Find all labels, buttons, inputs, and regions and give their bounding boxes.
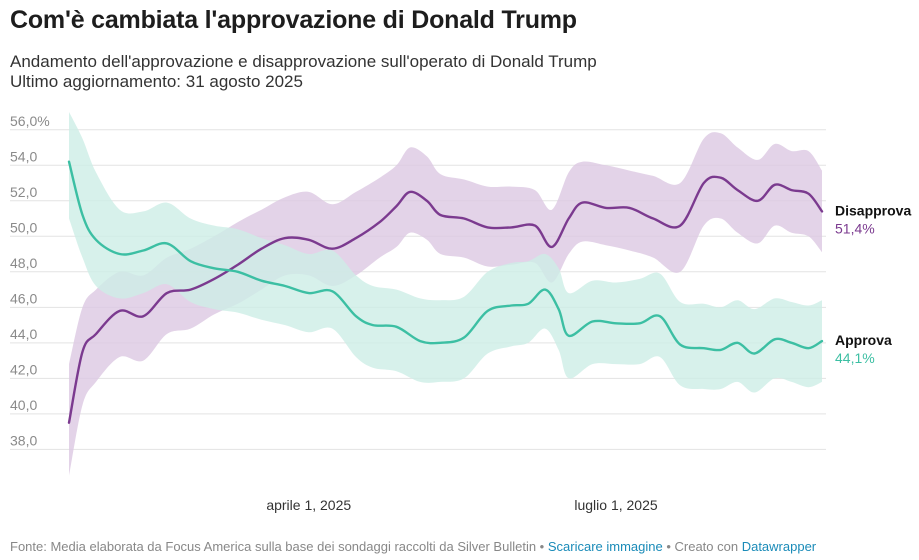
y-tick-label: 52,0 [10,184,37,200]
y-tick-label: 54,0 [10,148,37,164]
subtitle-description: Andamento dell'approvazione e disapprova… [10,52,597,71]
line-chart: 38,0 40,0 42,0 44,0 46,0 48,0 50,0 52,0 54,0 56,0… [10,112,911,513]
x-tick-label: aprile 1, 2025 [266,497,351,513]
approve-series-label: Approva [835,332,892,348]
footer-source: Fonte: Media elaborata da Focus America … [10,539,548,554]
disapprove-end-value: 51,4% [835,220,875,236]
datawrapper-link[interactable]: Datawrapper [741,539,817,554]
disapprove-uncertainty-band [69,132,822,476]
disapprove-series-label: Disapprova [835,202,911,218]
approve-end-value: 44,1% [835,350,875,366]
y-tick-label: 50,0 [10,219,37,235]
y-tick-label: 46,0 [10,290,37,306]
footer-created-with: • Creato con [662,539,742,554]
y-tick-label: 48,0 [10,255,37,271]
approve-line [67,160,824,355]
y-tick-label: 42,0 [10,361,37,377]
y-tick-label: 40,0 [10,397,37,413]
subtitle-last-update: Ultimo aggiornamento: 31 agosto 2025 [10,72,303,91]
chart-title: Com'è cambiata l'approvazione di Donald … [10,6,577,34]
download-image-link[interactable]: Scaricare immagine [547,539,663,554]
chart-subtitle: Andamento dell'approvazione e disapprova… [10,52,597,92]
y-tick-label: 38,0 [10,432,37,448]
y-tick-label: 56,0% [10,113,50,129]
approve-uncertainty-band [69,112,822,393]
y-tick-label: 44,0 [10,326,37,342]
footer: Fonte: Media elaborata da Focus America … [10,539,816,554]
x-tick-label: luglio 1, 2025 [574,497,658,513]
disapprove-line [67,175,824,424]
